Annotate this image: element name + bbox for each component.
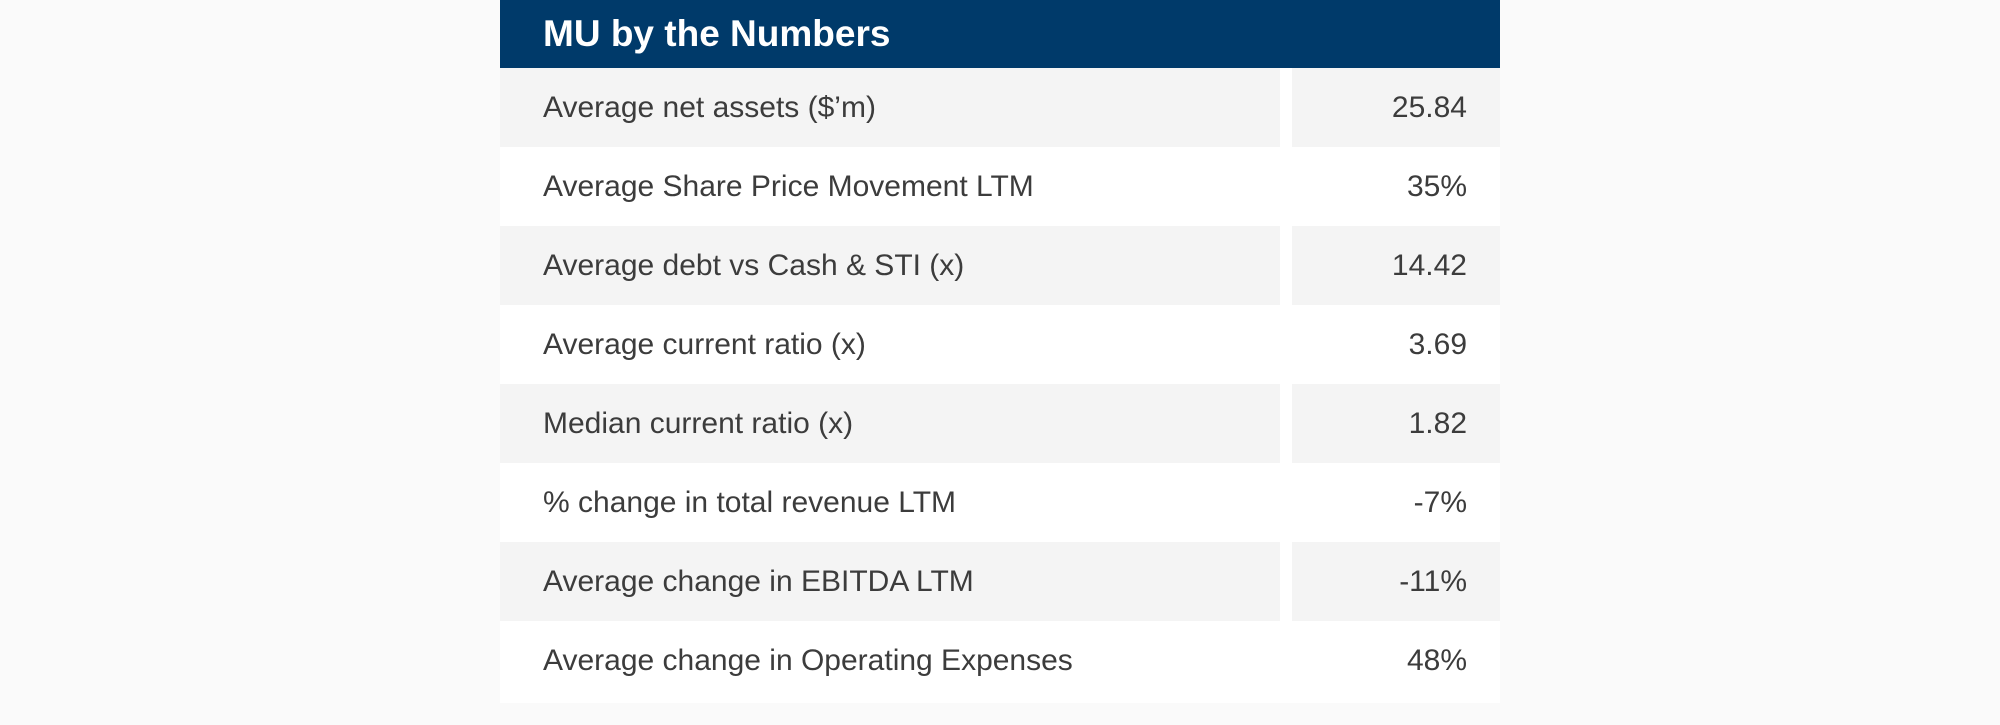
row-label: Average change in EBITDA LTM	[500, 542, 1280, 621]
row-value: 3.69	[1408, 327, 1467, 361]
table-row: Average net assets ($’m) 25.84	[500, 68, 1500, 147]
row-value: 48%	[1406, 643, 1467, 677]
row-value: 25.84	[1292, 68, 1500, 147]
row-value: -11%	[1292, 542, 1500, 621]
table-row: Average change in Operating Expenses 48%	[500, 621, 1500, 700]
row-label: % change in total revenue LTM	[543, 485, 957, 519]
column-divider	[1280, 68, 1292, 147]
row-label: Average debt vs Cash & STI (x)	[500, 226, 1280, 305]
row-label: Average Share Price Movement LTM	[543, 169, 1034, 203]
table-row: Average current ratio (x) 3.69	[500, 305, 1500, 384]
column-divider	[1280, 542, 1292, 621]
table-row: Average debt vs Cash & STI (x) 14.42	[500, 226, 1500, 305]
table-row: Median current ratio (x) 1.82	[500, 384, 1500, 463]
column-divider	[1280, 463, 1292, 542]
stats-table: Average net assets ($’m) 25.84 Average S…	[500, 68, 1500, 700]
row-value: 35%	[1406, 169, 1467, 203]
table-row: Average Share Price Movement LTM 35%	[500, 147, 1500, 226]
table-title: MU by the Numbers	[500, 0, 1500, 68]
row-label: Average change in Operating Expenses	[543, 643, 1073, 677]
column-divider	[1280, 305, 1292, 384]
column-divider	[1280, 384, 1292, 463]
row-label: Median current ratio (x)	[500, 384, 1280, 463]
column-divider	[1280, 147, 1292, 226]
column-divider	[1280, 621, 1292, 700]
row-value: 1.82	[1292, 384, 1500, 463]
table-row: % change in total revenue LTM -7%	[500, 463, 1500, 542]
row-value: 14.42	[1292, 226, 1500, 305]
row-label: Average current ratio (x)	[543, 327, 866, 361]
row-label: Average net assets ($’m)	[500, 68, 1280, 147]
row-value: -7%	[1413, 485, 1467, 519]
stats-card: MU by the Numbers Average net assets ($’…	[500, 0, 1500, 703]
table-row: Average change in EBITDA LTM -11%	[500, 542, 1500, 621]
column-divider	[1280, 226, 1292, 305]
